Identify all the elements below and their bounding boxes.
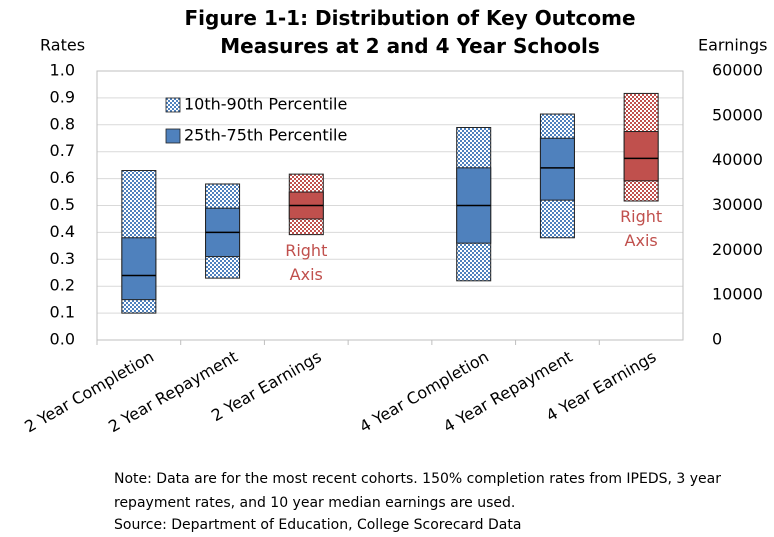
- legend-label: 10th-90th Percentile: [184, 95, 347, 114]
- y-tick-label: 0.7: [50, 141, 75, 160]
- y-tick-label: 1.0: [50, 61, 75, 80]
- y2-tick-label: 60000: [712, 61, 763, 80]
- y2-tick-label: 20000: [712, 240, 763, 259]
- y-tick-label: 0.2: [50, 276, 75, 295]
- legend-label: 25th-75th Percentile: [184, 126, 347, 145]
- y2-tick-label: 10000: [712, 285, 763, 304]
- y-tick-label: 0.6: [50, 168, 75, 187]
- inner-range-box: [121, 237, 157, 301]
- y2-tick-label: 50000: [712, 105, 763, 124]
- legend-swatch: [165, 128, 181, 144]
- y-tick-label: 0.9: [50, 87, 75, 106]
- legend-swatch: [165, 97, 181, 113]
- inner-range-box: [623, 131, 659, 182]
- plot-frame: [96, 70, 684, 341]
- y-tick-label: 0.3: [50, 249, 75, 268]
- annotation: Right Axis: [620, 207, 663, 251]
- y2-tick-label: 40000: [712, 150, 763, 169]
- y-tick-label: 0.5: [50, 195, 75, 214]
- source: Source: Department of Education, College…: [114, 517, 522, 533]
- y-tick-label: 0.0: [50, 330, 75, 349]
- y-tick-label: 0.1: [50, 303, 75, 322]
- y-axis-label: Rates: [40, 36, 85, 55]
- note: Note: Data are for the most recent cohor…: [114, 471, 721, 511]
- annotation: Right Axis: [285, 240, 328, 284]
- y-tick-label: 0.8: [50, 114, 75, 133]
- y2-axis-label: Earnings: [698, 36, 767, 55]
- chart-title: Figure 1-1: Distribution of Key Outcome …: [184, 6, 636, 58]
- y2-tick-label: 30000: [712, 195, 763, 214]
- y2-tick-label: 0: [712, 330, 722, 349]
- inner-range-box: [539, 137, 575, 201]
- y-tick-label: 0.4: [50, 222, 75, 241]
